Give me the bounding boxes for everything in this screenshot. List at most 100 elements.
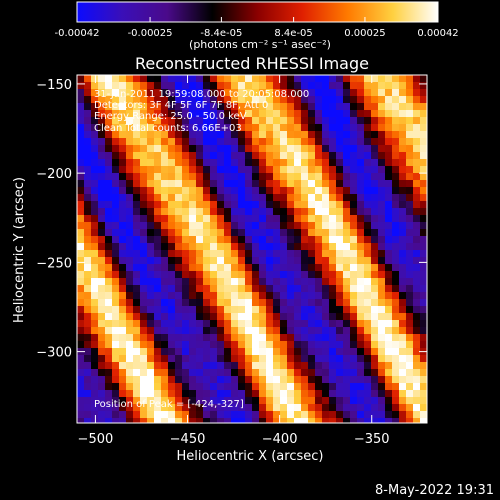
heatmap-cell — [189, 96, 197, 104]
heatmap-cell — [350, 299, 358, 307]
heatmap-cell — [84, 376, 92, 384]
heatmap-cell — [112, 215, 120, 223]
heatmap-cell — [84, 397, 92, 405]
heatmap-cell — [336, 96, 344, 104]
heatmap-cell — [294, 362, 302, 370]
heatmap-cell — [224, 187, 232, 195]
heatmap-cell — [378, 173, 386, 181]
heatmap-cell — [392, 390, 400, 398]
heatmap-cell — [287, 236, 295, 244]
heatmap-cell — [133, 362, 141, 370]
heatmap-cell — [413, 229, 421, 237]
heatmap-cell — [252, 243, 260, 251]
heatmap-cell — [203, 341, 211, 349]
heatmap-cell — [245, 131, 253, 139]
heatmap-cell — [175, 138, 183, 146]
heatmap-cell — [238, 215, 246, 223]
heatmap-cell — [161, 285, 169, 293]
heatmap-cell — [266, 138, 274, 146]
heatmap-cell — [77, 313, 85, 321]
heatmap-cell — [210, 124, 218, 132]
heatmap-cell — [399, 257, 407, 265]
heatmap-cell — [196, 362, 204, 370]
heatmap-cell — [224, 166, 232, 174]
heatmap-cell — [322, 82, 330, 90]
heatmap-cell — [413, 180, 421, 188]
heatmap-cell — [378, 194, 386, 202]
heatmap-cell — [259, 110, 267, 118]
heatmap-cell — [406, 369, 414, 377]
heatmap-cell — [154, 376, 162, 384]
heatmap-cell — [266, 362, 274, 370]
colorbar-tick-label: 8.4e-05 — [274, 28, 312, 39]
heatmap-cell — [350, 369, 358, 377]
heatmap-cell — [364, 418, 372, 423]
heatmap-cell — [266, 257, 274, 265]
heatmap-cell — [77, 334, 85, 342]
heatmap-cell — [343, 194, 351, 202]
heatmap-cell — [105, 124, 113, 132]
heatmap-cell — [392, 159, 400, 167]
heatmap-cell — [343, 355, 351, 363]
heatmap-cell — [420, 355, 427, 363]
heatmap-cell — [119, 159, 127, 167]
heatmap-cell — [287, 257, 295, 265]
heatmap-cell — [420, 264, 427, 272]
heatmap-cell — [140, 390, 148, 398]
heatmap-cell — [84, 313, 92, 321]
heatmap-cell — [203, 271, 211, 279]
heatmap-cell — [406, 411, 414, 419]
heatmap-cell — [154, 124, 162, 132]
heatmap-cell — [364, 236, 372, 244]
heatmap-cell — [378, 215, 386, 223]
heatmap-cell — [98, 369, 106, 377]
heatmap-cell — [175, 383, 183, 391]
heatmap-cell — [329, 152, 337, 160]
heatmap-cell — [126, 418, 134, 423]
heatmap-cell — [168, 103, 176, 111]
heatmap-cell — [364, 334, 372, 342]
heatmap-cell — [105, 418, 113, 423]
heatmap-cell — [140, 397, 148, 405]
heatmap-cell — [392, 404, 400, 412]
heatmap-cell — [147, 194, 155, 202]
heatmap-cell — [259, 96, 267, 104]
heatmap-image — [77, 75, 427, 423]
heatmap-cell — [378, 187, 386, 195]
heatmap-cell — [119, 306, 127, 314]
heatmap-cell — [203, 236, 211, 244]
heatmap-cell — [315, 110, 323, 118]
heatmap-cell — [119, 292, 127, 300]
heatmap-cell — [315, 201, 323, 209]
heatmap-cell — [196, 124, 204, 132]
heatmap-cell — [126, 320, 134, 328]
heatmap-cell — [378, 110, 386, 118]
heatmap-cell — [161, 271, 169, 279]
heatmap-cell — [322, 257, 330, 265]
heatmap-cell — [77, 236, 85, 244]
heatmap-cell — [161, 243, 169, 251]
heatmap-cell — [140, 334, 148, 342]
heatmap-cell — [385, 306, 393, 314]
heatmap-cell — [378, 390, 386, 398]
heatmap-cell — [371, 362, 379, 370]
heatmap-cell — [98, 82, 106, 90]
heatmap-cell — [133, 138, 141, 146]
heatmap-cell — [315, 117, 323, 125]
heatmap-cell — [252, 82, 260, 90]
heatmap-cell — [231, 390, 239, 398]
heatmap-cell — [126, 404, 134, 412]
heatmap-cell — [238, 201, 246, 209]
heatmap-cell — [154, 215, 162, 223]
heatmap-cell — [196, 110, 204, 118]
heatmap-cell — [147, 376, 155, 384]
heatmap-cell — [217, 390, 225, 398]
heatmap-cell — [420, 369, 427, 377]
heatmap-cell — [378, 180, 386, 188]
heatmap-cell — [224, 138, 232, 146]
heatmap-cell — [196, 376, 204, 384]
heatmap-cell — [189, 383, 197, 391]
heatmap-cell — [259, 138, 267, 146]
heatmap-cell — [147, 250, 155, 258]
heatmap-cell — [294, 411, 302, 419]
